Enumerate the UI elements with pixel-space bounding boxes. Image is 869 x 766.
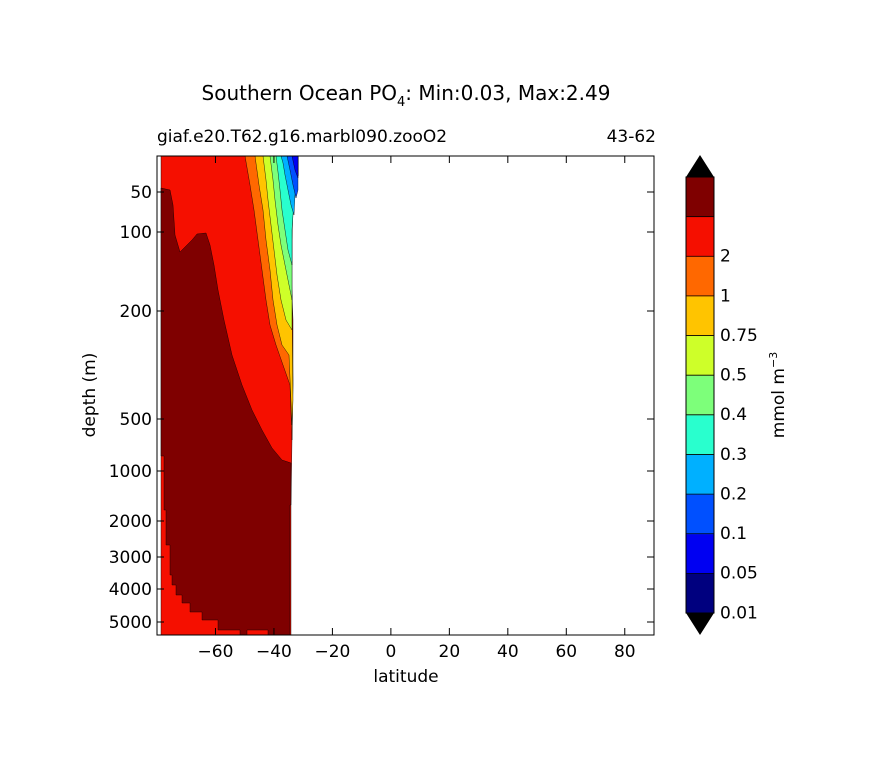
title-main: Southern Ocean PO: [202, 81, 397, 105]
contour-region-2: [160, 187, 292, 636]
title-suffix: : Min:0.03, Max:2.49: [405, 81, 610, 105]
colorbar-band: [686, 533, 714, 574]
colorbar-band: [686, 375, 714, 416]
colorbar-band: [686, 177, 714, 218]
x-tick-label: 80: [614, 642, 636, 662]
x-axis-label: latitude: [373, 667, 438, 687]
plot-area: −60 −40 −20 0 20 40 60 80 50 100 200 500 1000 2000 30…: [109, 155, 655, 662]
colorbar-band: [686, 454, 714, 495]
y-tick-label: 100: [120, 223, 152, 243]
colorbar-band: [686, 494, 714, 535]
x-tick-label: −20: [314, 642, 350, 662]
colorbar-tick-label: 0.01: [720, 603, 758, 623]
colorbar-extend-min: [686, 613, 714, 635]
colorbar-label-text: mmol m: [769, 368, 789, 438]
chart-title: Southern Ocean PO4: Min:0.03, Max:2.49: [202, 81, 611, 110]
y-tick-label: 1000: [109, 462, 152, 482]
contour-fill: [160, 155, 299, 636]
y-tick-label: 4000: [109, 580, 152, 600]
x-tick-label: 20: [439, 642, 461, 662]
colorbar-tick-label: 0.2: [720, 484, 747, 504]
colorbar-label-exp: −3: [767, 352, 780, 368]
x-tick-label: 0: [385, 642, 396, 662]
y-tick-label: 2000: [109, 512, 152, 532]
x-tick-label: −60: [198, 642, 234, 662]
colorbar-tick-label: 0.3: [720, 445, 747, 465]
colorbar-tick-label: 0.4: [720, 405, 747, 425]
colorbar-extend-max: [686, 155, 714, 177]
colorbar: 0.01 0.05 0.1 0.2 0.3 0.4 0.5 0.75 1 2: [685, 155, 758, 635]
colorbar-band: [686, 216, 714, 257]
colorbar-band: [686, 295, 714, 337]
colorbar-tick-label: 2: [720, 247, 731, 267]
colorbar-tick-label: 0.1: [720, 524, 747, 544]
y-axis-ticks: 50 100 200 500 1000 2000 3000 4000 5000: [109, 183, 654, 633]
y-tick-label: 3000: [109, 548, 152, 568]
x-tick-label: 40: [497, 642, 519, 662]
y-tick-label: 500: [120, 410, 152, 430]
y-tick-label: 5000: [109, 613, 152, 633]
colorbar-band: [686, 414, 714, 455]
colorbar-band: [686, 573, 714, 614]
y-tick-label: 50: [130, 183, 152, 203]
x-tick-label: −40: [256, 642, 292, 662]
plot-frame: [156, 155, 655, 636]
colorbar-tick-label: 1: [720, 286, 731, 306]
title-subscript: 4: [397, 95, 405, 110]
colorbar-band: [686, 256, 714, 297]
y-tick-label: 200: [120, 302, 152, 322]
colorbar-tick-label: 0.5: [720, 366, 747, 386]
y-axis-label: depth (m): [80, 353, 100, 438]
colorbar-label: mmol m−3: [767, 352, 789, 438]
years-label: 43-62: [607, 127, 656, 147]
case-label: giaf.e20.T62.g16.marbl090.zooO2: [157, 127, 447, 147]
colorbar-frame: [685, 176, 715, 614]
colorbar-tick-label: 0.75: [720, 326, 758, 346]
x-tick-label: 60: [555, 642, 577, 662]
colorbar-band: [686, 335, 714, 376]
colorbar-tick-label: 0.05: [720, 564, 758, 584]
x-axis-ticks: −60 −40 −20 0 20 40 60 80: [198, 156, 636, 662]
